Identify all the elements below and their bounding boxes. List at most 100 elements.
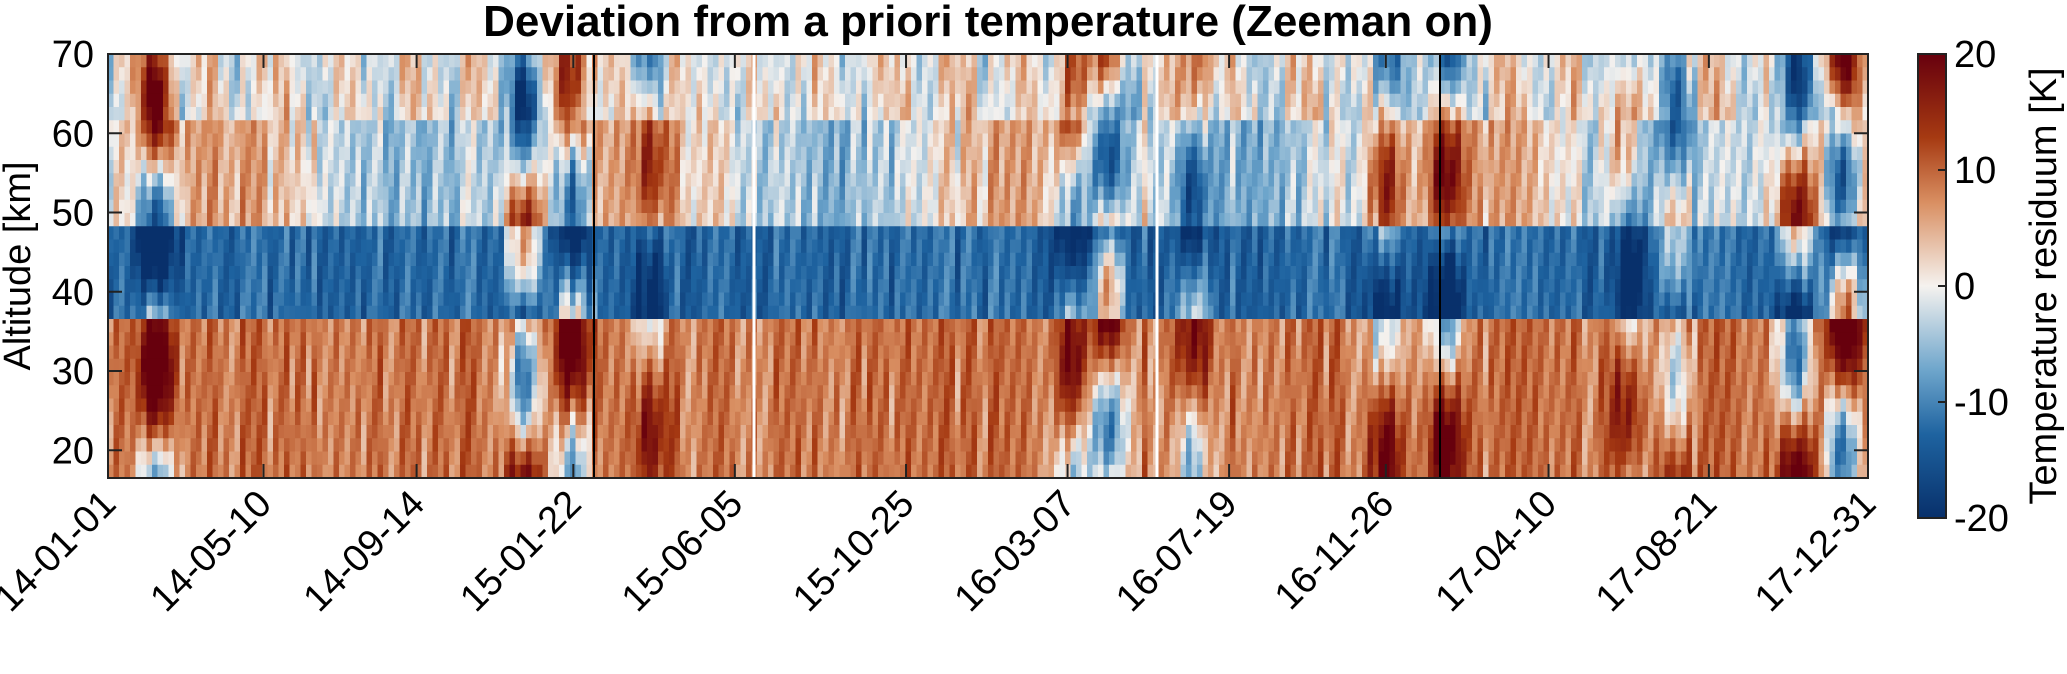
heatmap-cell	[240, 279, 247, 294]
heatmap-cell	[438, 425, 445, 439]
heatmap-cell	[564, 226, 571, 241]
heatmap-cell	[350, 345, 357, 360]
heatmap-cell	[311, 199, 318, 214]
heatmap-cell	[256, 438, 263, 453]
heatmap-cell	[658, 451, 665, 466]
heatmap-cell	[608, 133, 615, 148]
heatmap-cell	[245, 398, 252, 413]
heatmap-cell	[581, 160, 588, 174]
heatmap-cell	[823, 464, 830, 478]
heatmap-cell	[597, 239, 604, 254]
heatmap-cell	[889, 372, 896, 386]
heatmap-cell	[179, 252, 186, 267]
heatmap-cell	[795, 332, 802, 347]
heatmap-cell	[465, 398, 472, 413]
heatmap-cell	[553, 120, 560, 135]
heatmap-cell	[845, 398, 852, 413]
heatmap-cell	[812, 160, 819, 174]
heatmap-cell	[460, 93, 467, 108]
heatmap-cell	[372, 385, 379, 400]
heatmap-cell	[141, 411, 148, 426]
heatmap-cell	[801, 438, 808, 453]
heatmap-cell	[394, 425, 401, 439]
heatmap-cell	[289, 199, 296, 214]
heatmap-cell	[894, 464, 901, 478]
heatmap-cell	[768, 226, 775, 241]
heatmap-cell	[394, 451, 401, 466]
heatmap-cell	[416, 345, 423, 360]
heatmap-cell	[410, 80, 417, 95]
heatmap-cell	[339, 80, 346, 95]
heatmap-cell	[625, 411, 632, 426]
heatmap-cell	[718, 120, 725, 135]
heatmap-cell	[757, 292, 764, 307]
heatmap-cell	[344, 173, 351, 188]
heatmap-cell	[641, 385, 648, 400]
heatmap-cell	[421, 67, 428, 82]
heatmap-cell	[152, 67, 159, 82]
heatmap-cell	[124, 385, 131, 400]
heatmap-cell	[119, 266, 126, 280]
heatmap-cell	[856, 120, 863, 135]
heatmap-cell	[889, 226, 896, 241]
heatmap-cell	[113, 319, 120, 333]
heatmap-cell	[223, 146, 230, 161]
heatmap-cell	[845, 252, 852, 267]
heatmap-cell	[883, 358, 890, 373]
heatmap-cell	[383, 146, 390, 161]
heatmap-cell	[927, 226, 934, 241]
heatmap-cell	[746, 305, 753, 320]
heatmap-cell	[493, 385, 500, 400]
heatmap-cell	[713, 186, 720, 201]
heatmap-cell	[256, 451, 263, 466]
heatmap-cell	[526, 80, 533, 95]
heatmap-cell	[564, 358, 571, 373]
heatmap-cell	[647, 93, 654, 108]
heatmap-cell	[856, 93, 863, 108]
heatmap-cell	[135, 372, 142, 386]
heatmap-cell	[883, 80, 890, 95]
heatmap-cell	[251, 451, 258, 466]
heatmap-cell	[212, 425, 219, 439]
heatmap-cell	[762, 120, 769, 135]
heatmap-cell	[724, 451, 731, 466]
heatmap-cell	[608, 464, 615, 478]
heatmap-cell	[894, 54, 901, 68]
heatmap-cell	[619, 186, 626, 201]
heatmap-cell	[350, 146, 357, 161]
heatmap-cell	[240, 133, 247, 148]
heatmap-cell	[663, 451, 670, 466]
heatmap-cell	[938, 372, 945, 386]
heatmap-cell	[586, 279, 593, 294]
heatmap-cell	[685, 80, 692, 95]
heatmap-cell	[383, 332, 390, 347]
heatmap-cell	[284, 54, 291, 68]
heatmap-cell	[498, 146, 505, 161]
heatmap-cell	[361, 252, 368, 267]
heatmap-cell	[146, 332, 153, 347]
heatmap-cell	[861, 332, 868, 347]
heatmap-cell	[185, 438, 192, 453]
heatmap-cell	[564, 133, 571, 148]
heatmap-cell	[806, 173, 813, 188]
heatmap-cell	[746, 67, 753, 82]
heatmap-cell	[399, 451, 406, 466]
heatmap-cell	[762, 160, 769, 174]
heatmap-cell	[416, 133, 423, 148]
heatmap-cell	[878, 67, 885, 82]
heatmap-cell	[806, 292, 813, 307]
heatmap-cell	[823, 358, 830, 373]
heatmap-cell	[773, 345, 780, 360]
heatmap-cell	[190, 266, 197, 280]
heatmap-cell	[856, 54, 863, 68]
heatmap-cell	[460, 239, 467, 254]
heatmap-cell	[201, 186, 208, 201]
heatmap-cell	[284, 345, 291, 360]
heatmap-cell	[944, 160, 951, 174]
heatmap-cell	[306, 279, 313, 294]
heatmap-cell	[784, 226, 791, 241]
heatmap-cell	[366, 305, 373, 320]
heatmap-cell	[597, 133, 604, 148]
heatmap-cell	[663, 186, 670, 201]
heatmap-cell	[460, 160, 467, 174]
